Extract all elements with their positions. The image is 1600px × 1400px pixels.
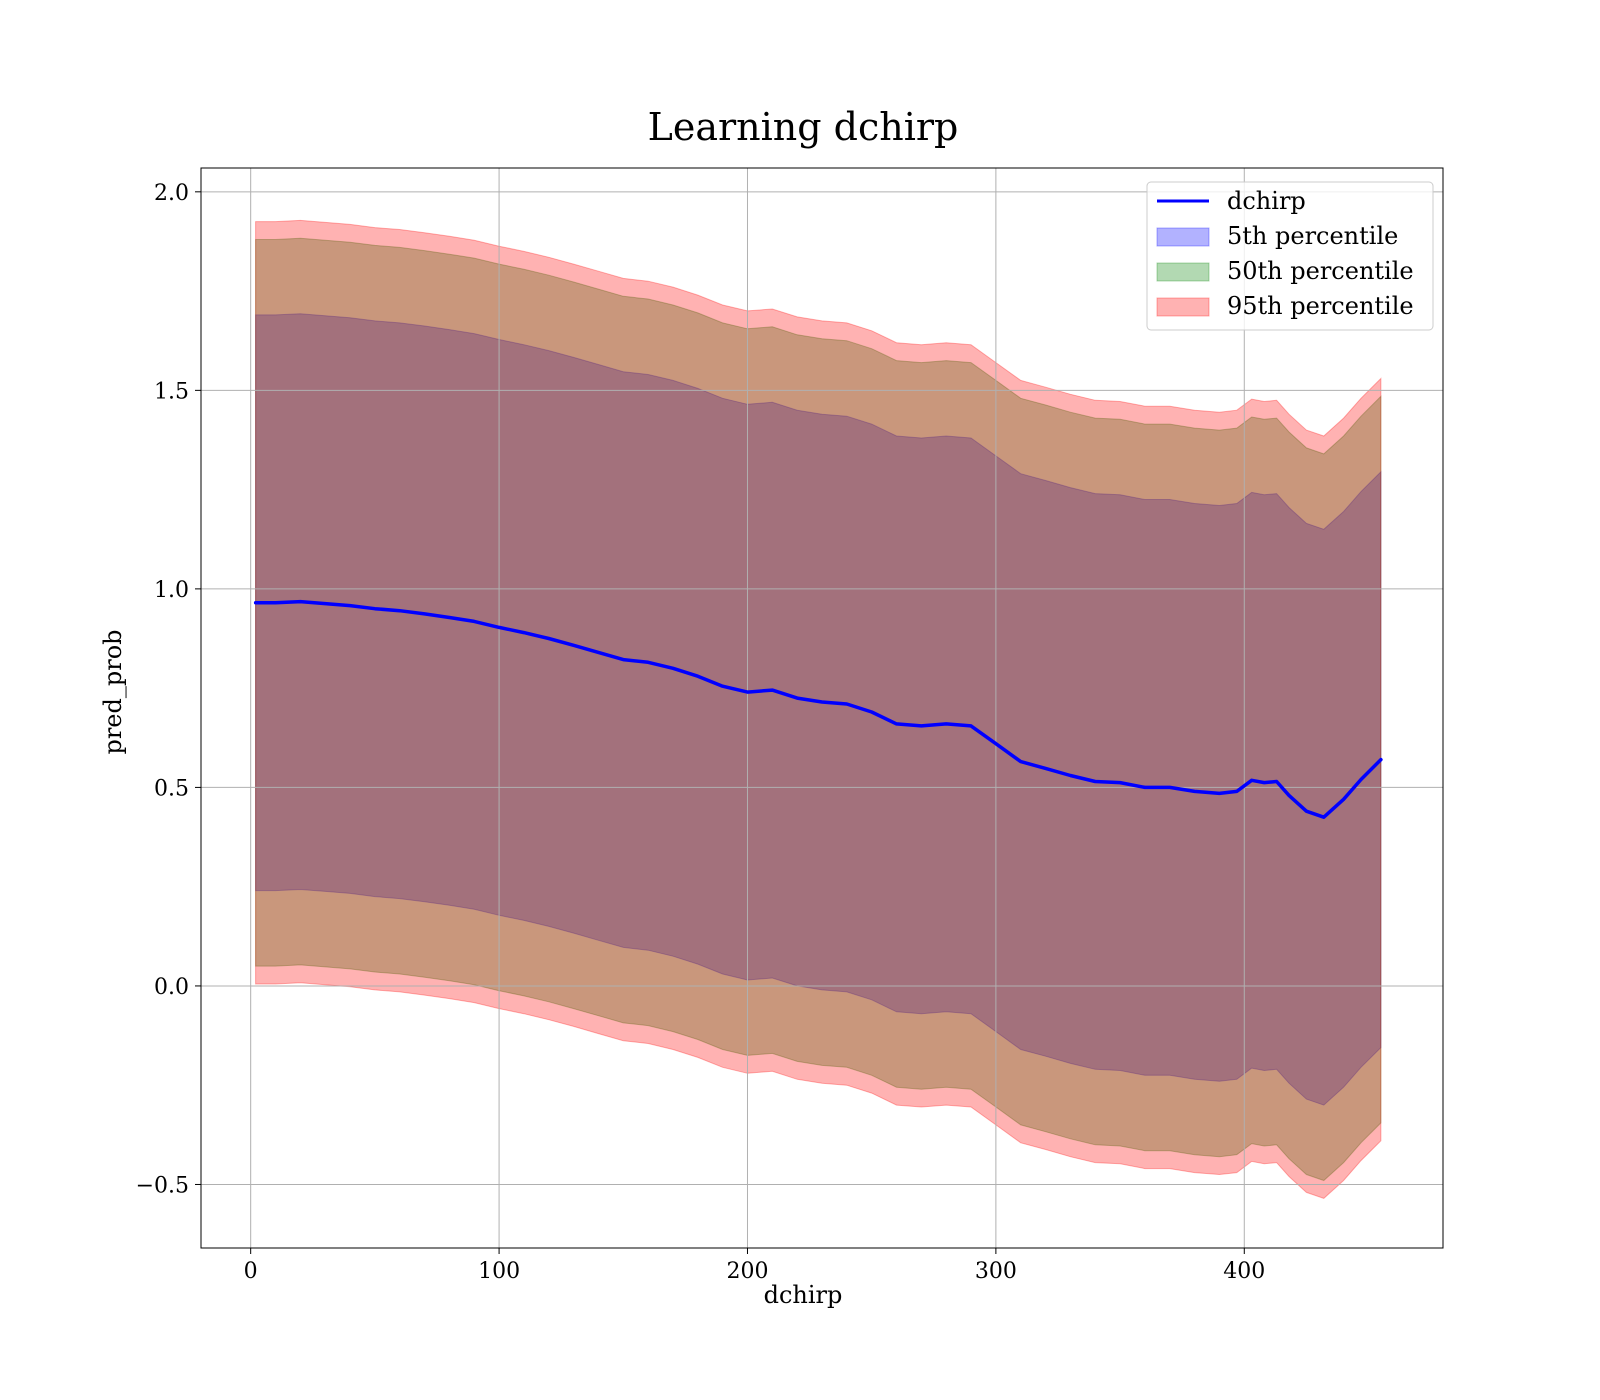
y-tick-label: 1.5: [154, 379, 189, 404]
y-axis-label: pred_prob: [99, 629, 127, 754]
band-50th-percentile: [255, 237, 1382, 1182]
legend-label-95th-percentile: 95th percentile: [1227, 292, 1414, 320]
y-tick-label: 0.0: [154, 975, 189, 1000]
y-tick-label: 2.0: [154, 181, 189, 206]
chart-title: Learning dchirp: [648, 105, 959, 149]
legend-swatch-50th-percentile: [1156, 262, 1210, 282]
plot-frame: [200, 167, 1444, 1249]
line-dchirp: [253, 599, 1383, 819]
x-tick-label: 300: [975, 1259, 1017, 1284]
band-95th-percentile: [255, 219, 1382, 1199]
x-tick-label: 100: [478, 1259, 520, 1284]
legend-label-5th-percentile: 5th percentile: [1227, 222, 1398, 250]
legend-label-dchirp: dchirp: [1227, 187, 1306, 215]
legend: dchirp 5th percentile 50th percentile 95…: [1146, 181, 1434, 331]
x-tick-label: 400: [1223, 1259, 1265, 1284]
x-axis-label: dchirp: [764, 1281, 843, 1309]
y-tick-label: 0.5: [154, 776, 189, 801]
y-tick-label: 1.0: [154, 578, 189, 603]
y-tick-label: −0.5: [136, 1173, 189, 1198]
x-tick-label: 200: [726, 1259, 768, 1284]
legend-swatch-95th-percentile: [1156, 297, 1210, 317]
series-lines: [253, 599, 1383, 819]
grid: [201, 168, 1443, 1248]
percentile-bands: [255, 219, 1382, 1199]
legend-swatch-5th-percentile: [1156, 227, 1210, 247]
legend-box: [1146, 181, 1434, 331]
legend-label-50th-percentile: 50th percentile: [1227, 257, 1414, 285]
x-tick-label: 0: [244, 1259, 258, 1284]
band-5th-percentile: [255, 313, 1382, 1106]
axis-ticks: 0 100 200 300 400 −0.5 0.0 0.5 1.0 1.5 2.0: [136, 181, 1266, 1284]
